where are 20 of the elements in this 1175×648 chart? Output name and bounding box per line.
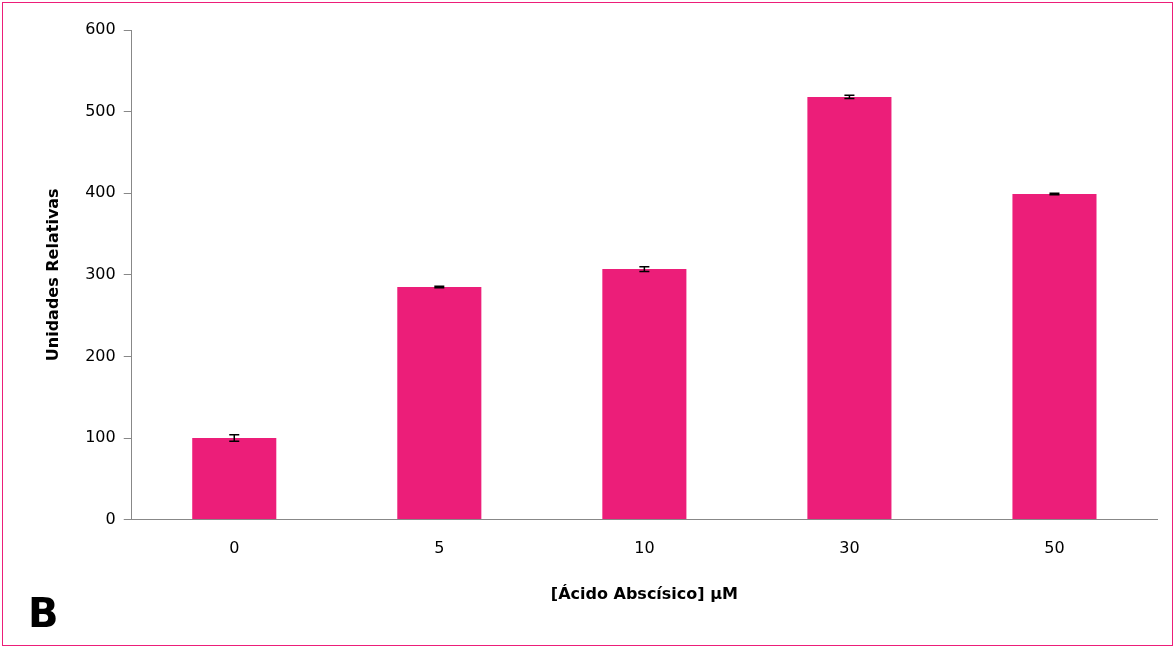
y-tick-label: 600 [85,19,116,39]
bar [602,269,687,520]
bar [807,96,892,520]
bar [397,287,482,520]
bar [1012,194,1097,520]
text: B [28,590,59,636]
x-tick-label: 30 [839,538,860,558]
y-tick-label: 200 [85,345,116,365]
x-tick-label: 10 [634,538,655,558]
x-axis-title: [Ácido Abscísico] μM [550,583,738,603]
y-tick-label: 400 [85,182,116,202]
x-tick-label: 50 [1044,538,1065,558]
y-tick-label: 100 [85,427,116,447]
x-tick-label: 5 [434,538,445,558]
y-tick-label: 300 [85,263,116,283]
bar [192,438,277,520]
x-tick-label: 0 [229,538,240,558]
y-tick-label: 0 [105,508,116,528]
y-tick-label: 500 [85,100,116,120]
y-axis-title: Unidades Relativas [42,188,62,362]
